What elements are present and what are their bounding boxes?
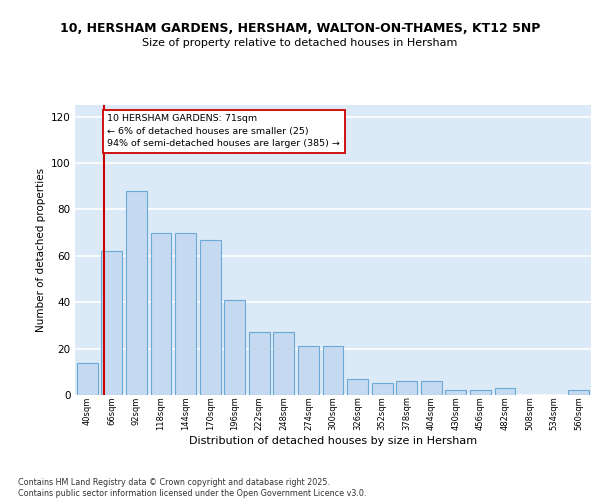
Bar bbox=[421, 381, 442, 395]
Bar bbox=[347, 379, 368, 395]
Bar bbox=[371, 384, 392, 395]
Bar bbox=[101, 251, 122, 395]
Text: Contains HM Land Registry data © Crown copyright and database right 2025.
Contai: Contains HM Land Registry data © Crown c… bbox=[18, 478, 367, 498]
Bar bbox=[249, 332, 270, 395]
Bar bbox=[568, 390, 589, 395]
Bar bbox=[224, 300, 245, 395]
Text: Size of property relative to detached houses in Hersham: Size of property relative to detached ho… bbox=[142, 38, 458, 48]
Bar bbox=[126, 191, 147, 395]
Bar bbox=[77, 362, 98, 395]
Y-axis label: Number of detached properties: Number of detached properties bbox=[35, 168, 46, 332]
Bar bbox=[494, 388, 515, 395]
Bar bbox=[396, 381, 417, 395]
Bar bbox=[298, 346, 319, 395]
Bar bbox=[200, 240, 221, 395]
Text: 10 HERSHAM GARDENS: 71sqm
← 6% of detached houses are smaller (25)
94% of semi-d: 10 HERSHAM GARDENS: 71sqm ← 6% of detach… bbox=[107, 114, 340, 148]
Text: 10, HERSHAM GARDENS, HERSHAM, WALTON-ON-THAMES, KT12 5NP: 10, HERSHAM GARDENS, HERSHAM, WALTON-ON-… bbox=[60, 22, 540, 36]
Bar bbox=[151, 232, 172, 395]
Bar bbox=[175, 232, 196, 395]
Bar bbox=[274, 332, 295, 395]
Bar bbox=[323, 346, 343, 395]
X-axis label: Distribution of detached houses by size in Hersham: Distribution of detached houses by size … bbox=[189, 436, 477, 446]
Bar bbox=[445, 390, 466, 395]
Bar bbox=[470, 390, 491, 395]
